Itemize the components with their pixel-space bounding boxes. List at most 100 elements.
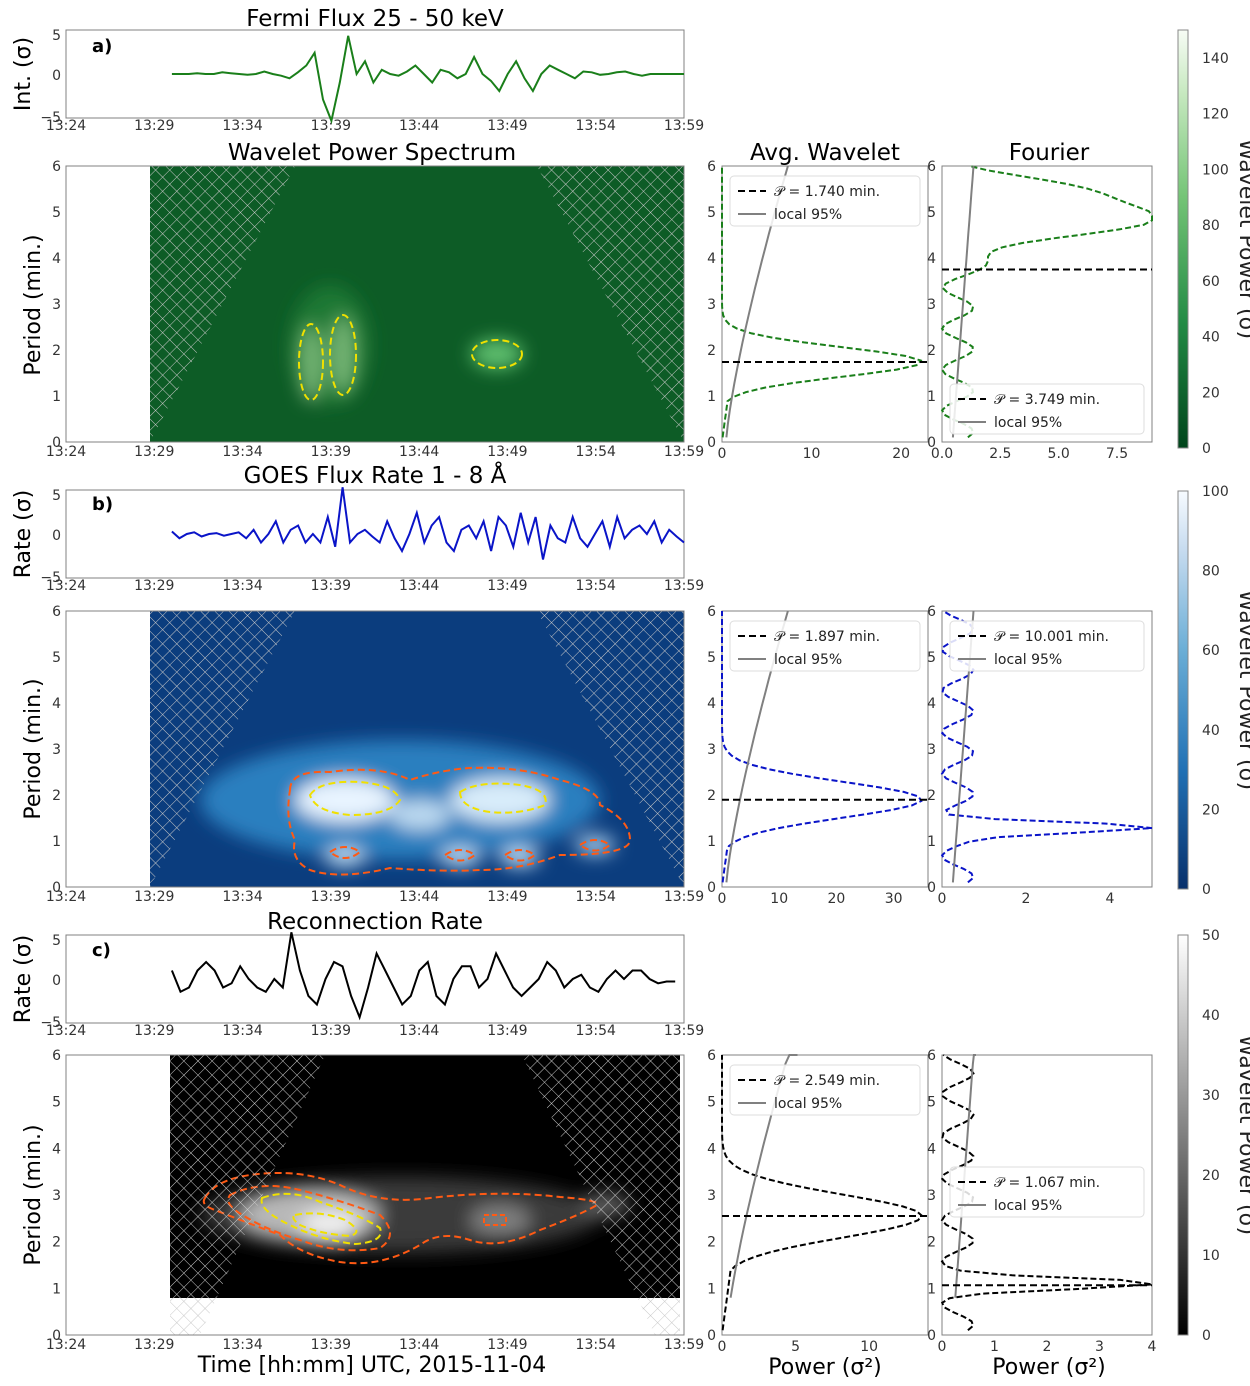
- contour-yellow: [260, 1192, 382, 1246]
- xtick-label: 13:34: [222, 444, 262, 460]
- contour-yellow: [458, 782, 547, 814]
- ytick-label: 5: [52, 933, 61, 949]
- xtick-label: 0: [718, 446, 727, 462]
- timeseries-line: [171, 35, 684, 125]
- cone-of-influence-right: [522, 1055, 680, 1335]
- ytick-label: 6: [707, 159, 716, 175]
- panel-axes: [941, 165, 1153, 443]
- ytick-label: 0: [927, 435, 936, 451]
- xtick-label: 5: [791, 1339, 800, 1355]
- xtick-label: 13:34: [222, 1023, 262, 1039]
- power-curve: [721, 166, 923, 438]
- xtick-label: 13:59: [664, 118, 704, 134]
- xtick-label: 0: [938, 891, 947, 907]
- colorbar-tick-label: 80: [1202, 564, 1220, 580]
- time-xlabel: Time [hh:mm] UTC, 2015-11-04: [197, 1353, 547, 1378]
- xtick-label: 13:24: [46, 578, 86, 594]
- contour-95: [298, 323, 324, 401]
- ytick-label: 6: [927, 159, 936, 175]
- contour-orange-small: [483, 1214, 507, 1226]
- colorbar: 0 20 40 60 80 100 Wavelet Power (σ): [1177, 484, 1250, 898]
- xtick-label: 13:49: [487, 118, 527, 134]
- power-peak: [295, 778, 395, 822]
- legend: 𝒫 = 1.067 min. local 95%: [949, 1166, 1145, 1218]
- ytick-label: −5: [40, 110, 61, 126]
- period-ylabel: Period (min.): [21, 678, 46, 819]
- ytick-label: 6: [52, 159, 61, 175]
- legend-peak-label: 𝒫 = 3.749 min.: [994, 392, 1100, 408]
- xtick-label: 13:29: [134, 1023, 174, 1039]
- ytick-label: 0: [52, 1328, 61, 1344]
- xtick-label: 5.0: [1048, 446, 1070, 462]
- period-ylabel: Period (min.): [21, 1124, 46, 1265]
- ytick-label: 3: [52, 1188, 61, 1204]
- xtick-label: 13:49: [487, 1337, 527, 1353]
- ytick-label: 1: [707, 389, 716, 405]
- legend-95-label: local 95%: [994, 1198, 1062, 1214]
- wavelet-spectrum: [150, 166, 684, 442]
- power-curve: [721, 1055, 924, 1331]
- power-blobs: [290, 285, 523, 405]
- ytick-label: 1: [52, 834, 61, 850]
- xtick-label: 13:34: [222, 118, 262, 134]
- xtick-label: 13:34: [222, 1337, 262, 1353]
- ytick-label: 3: [52, 742, 61, 758]
- ytick-label: −5: [40, 1015, 61, 1031]
- xtick-label: 13:29: [134, 1337, 174, 1353]
- timeseries-yticks: 5 0 −5: [40, 933, 61, 1031]
- ytick-label: 6: [927, 1048, 936, 1064]
- xtick-label: 13:44: [399, 444, 439, 460]
- cone-of-influence-right: [537, 166, 684, 442]
- xtick-label: 13:24: [46, 889, 86, 905]
- legend-95-label: local 95%: [994, 652, 1062, 668]
- colorbar-tick-label: 50: [1202, 928, 1220, 944]
- contour-95: [471, 339, 523, 369]
- colorbar-tick-label: 40: [1202, 723, 1220, 739]
- xtick-label: 13:29: [134, 578, 174, 594]
- wavelet-spectrum: [150, 611, 684, 887]
- ytick-label: 4: [707, 251, 716, 267]
- legend-box: [949, 1166, 1145, 1218]
- period-ylabel: Period (min.): [21, 234, 46, 375]
- ytick-label: 4: [52, 251, 61, 267]
- ytick-label: 4: [52, 1141, 61, 1157]
- timeseries-line: [171, 487, 685, 560]
- avg-power-xlabel: Power (σ²): [768, 1355, 881, 1380]
- colorbar-tick-label: 0: [1202, 1328, 1211, 1344]
- xtick-label: 13:29: [134, 444, 174, 460]
- contour-95: [329, 314, 357, 396]
- colorbar-tick-label: 0: [1202, 882, 1211, 898]
- ytick-label: 5: [927, 1095, 936, 1111]
- xtick-label: 2: [1043, 1339, 1052, 1355]
- ytick-label: 6: [52, 604, 61, 620]
- power-curve: [940, 610, 1153, 884]
- row-c: Reconnection Rate c) Rate (σ) 5 0 −5 13:…: [11, 909, 1250, 1380]
- ytick-label: 5: [52, 1095, 61, 1111]
- ytick-label: 0: [927, 1328, 936, 1344]
- xtick-label: 0.0: [931, 446, 953, 462]
- legend: 𝒫 = 1.897 min. local 95%: [729, 620, 921, 672]
- timeseries-axes: [65, 29, 685, 119]
- contour-orange: [202, 1171, 599, 1265]
- ytick-label: 5: [52, 28, 61, 44]
- xtick-label: 13:49: [487, 889, 527, 905]
- xtick-label: 10: [860, 1339, 878, 1355]
- legend-95-label: local 95%: [994, 415, 1062, 431]
- ytick-label: 2: [927, 788, 936, 804]
- xtick-label: 3: [1095, 1339, 1104, 1355]
- ytick-label: 2: [707, 788, 716, 804]
- xtick-label: 13:29: [134, 118, 174, 134]
- ytick-label: 0: [52, 435, 61, 451]
- ytick-label: 1: [927, 834, 936, 850]
- fourier-panel: 0 1 2 3 4 5 6 0 2 4 𝒫 = 10.001 min. local 95%: [927, 604, 1153, 907]
- spectrum-axes: [65, 1054, 685, 1336]
- ytick-label: 3: [927, 1188, 936, 1204]
- ytick-label: 1: [707, 834, 716, 850]
- xtick-label: 13:34: [222, 578, 262, 594]
- power-peak: [470, 1205, 530, 1235]
- colorbar-tick-label: 40: [1202, 330, 1220, 346]
- ytick-label: 3: [707, 297, 716, 313]
- timeseries-ylabel: Rate (σ): [11, 490, 36, 579]
- spectrum-xticks: 13:24 13:29 13:34 13:39 13:44 13:49 13:54 13:59: [46, 1337, 704, 1353]
